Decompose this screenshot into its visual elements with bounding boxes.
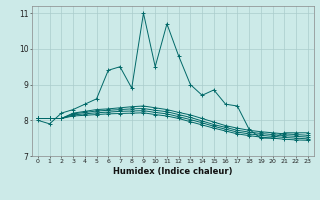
- X-axis label: Humidex (Indice chaleur): Humidex (Indice chaleur): [113, 167, 233, 176]
